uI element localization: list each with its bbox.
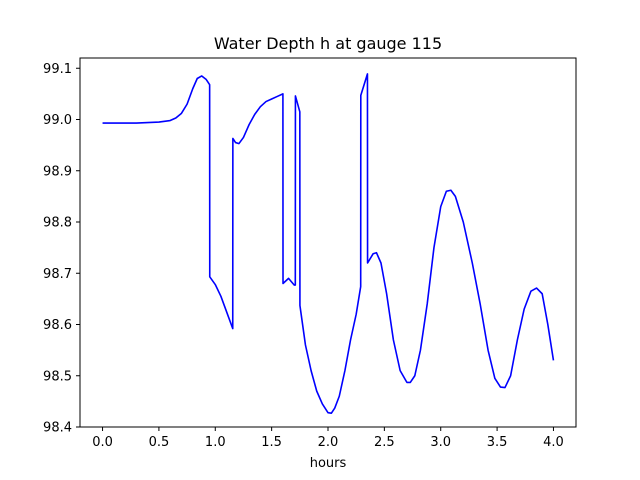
y-tick-label: 98.4 — [43, 421, 72, 436]
plot-frame — [79, 57, 577, 428]
x-tick-label: 3.0 — [430, 435, 451, 450]
y-tick-label: 98.5 — [43, 369, 72, 384]
x-axis-label: hours — [310, 456, 347, 471]
y-tick-label: 98.7 — [43, 267, 72, 282]
x-tick-label: 1.5 — [261, 435, 282, 450]
x-tick-label: 2.0 — [318, 435, 339, 450]
y-tick-label: 98.9 — [43, 164, 72, 179]
x-tick-label: 0.5 — [149, 435, 170, 450]
chart-title: Water Depth h at gauge 115 — [214, 34, 442, 53]
y-tick-label: 99.1 — [43, 62, 72, 77]
x-tick-label: 4.0 — [543, 435, 564, 450]
x-tick-label: 1.0 — [205, 435, 226, 450]
y-tick-label: 99.0 — [43, 113, 72, 128]
y-tick-label: 98.6 — [43, 318, 72, 333]
x-tick-label: 2.5 — [374, 435, 395, 450]
series-line-0 — [102, 73, 555, 414]
y-tick-label: 98.8 — [43, 216, 72, 231]
x-tick-label: 3.5 — [487, 435, 508, 450]
x-tick-label: 0.0 — [92, 435, 113, 450]
